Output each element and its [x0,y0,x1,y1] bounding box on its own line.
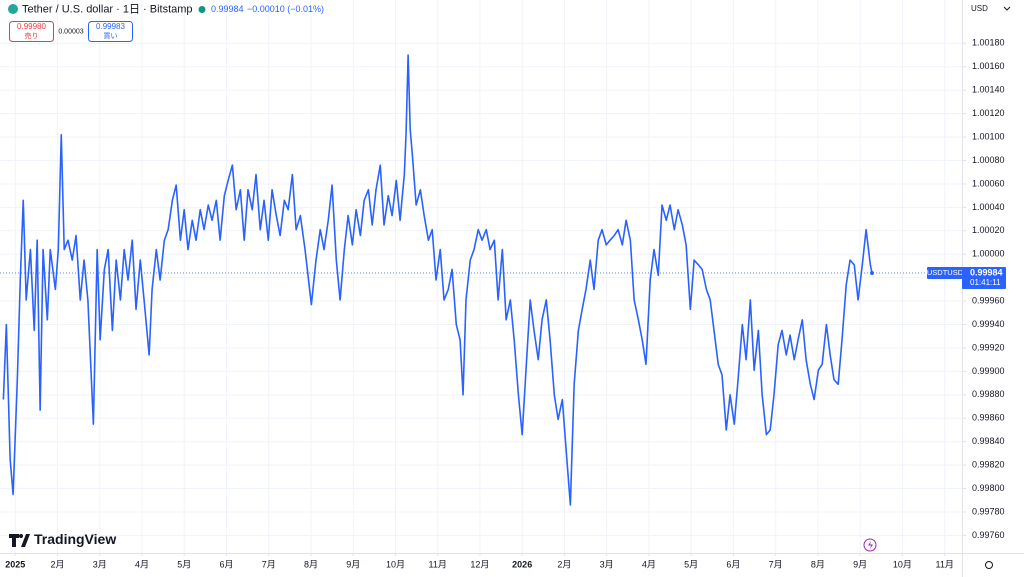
x-tick-label: 9月 [346,559,360,569]
price-tag [962,266,1006,289]
x-tick-label: 2025 [5,559,25,569]
x-tick-label: 7月 [769,559,783,569]
y-tick-label: 1.00020 [972,225,1005,235]
y-tick-label: 1.00060 [972,178,1005,188]
logo-dot [19,534,23,538]
x-tick-label: 7月 [262,559,276,569]
logo-text: TradingView [34,531,116,547]
y-tick-label: 0.99900 [972,366,1005,376]
x-tick-label: 2月 [50,559,64,569]
countdown: 01:41:11 [970,278,1001,287]
y-tick-label: 0.99760 [972,530,1005,540]
time-axis: 2025 2月 3月 4月 5月 6月 7月 8月 9月 10月 11月 12月 2026 2月 3月 4月 5… [5,553,954,569]
x-tick-label: 8月 [811,559,825,569]
symbol-tag [927,266,963,279]
buy-price[interactable]: 0.99983 [96,22,125,31]
logo-mark [9,534,30,547]
event-icon [868,541,873,549]
sell-button[interactable] [9,21,54,42]
y-tick-label: 1.00140 [972,85,1005,95]
y-tick-label: 1.00180 [972,38,1005,48]
y-tick-label: 1.00080 [972,155,1005,165]
price-change: −0.00010 (−0.01%) [247,4,324,14]
last-point [870,270,875,275]
sell-label[interactable]: 売り [25,31,39,40]
x-tick-label: 11月 [936,559,954,569]
y-tick-label: 0.99880 [972,389,1005,399]
x-tick-label: 5月 [177,559,191,569]
y-tick-label: 0.99800 [972,483,1005,493]
y-tick-label: 0.99940 [972,319,1005,329]
x-tick-label: 4月 [642,559,656,569]
x-tick-label: 6月 [726,559,740,569]
symbol-icon [8,4,18,14]
y-tick-label: 0.99780 [972,506,1005,516]
y-tick-label: 0.99840 [972,436,1005,446]
x-tick-label: 2月 [557,559,571,569]
x-tick-label: 9月 [853,559,867,569]
y-tick-label: 0.99960 [972,295,1005,305]
last-price: 0.99984 [211,4,244,14]
x-tick-label: 6月 [219,559,233,569]
y-tick-label: 0.99860 [972,413,1005,423]
y-tick-label: 1.00000 [972,249,1005,259]
y-tick-label: 1.00040 [972,202,1005,212]
price-axis: 0.99760 0.99780 0.99800 0.99820 0.99840 0.998… [927,38,1006,540]
symbol-tag-label: USDTUSD [927,268,964,277]
y-tick-label: 0.99920 [972,342,1005,352]
x-tick-label: 3月 [600,559,614,569]
x-tick-label: 8月 [304,559,318,569]
y-tick-label: 1.00120 [972,108,1005,118]
buy-button[interactable] [88,21,133,42]
y-tick-label: 1.00160 [972,61,1005,71]
x-tick-label: 12月 [470,559,489,569]
x-tick-label: 11月 [429,559,447,569]
price-tag-label: 0.99984 [970,267,1003,277]
spread: 0.00003 [58,28,83,35]
symbol-title[interactable]: Tether / U.S. dollar · 1日 · Bitstamp [22,3,193,15]
buy-label[interactable]: 買い [104,32,118,40]
currency-selector[interactable]: USD [971,4,988,13]
x-tick-label: 5月 [684,559,698,569]
currency-caret [1003,6,1011,11]
sell-price[interactable]: 0.99980 [17,22,46,31]
x-tick-label: 10月 [893,559,912,569]
x-tick-label: 3月 [93,559,107,569]
market-status [198,6,206,13]
plot [0,54,962,506]
x-tick-label: 4月 [135,559,149,569]
x-tick-label: 10月 [386,559,405,569]
y-tick-label: 0.99820 [972,460,1005,470]
settings-icon[interactable] [985,561,993,569]
y-tick-label: 1.00100 [972,131,1005,141]
price-line [2,54,873,506]
x-tick-label: 2026 [512,559,532,569]
